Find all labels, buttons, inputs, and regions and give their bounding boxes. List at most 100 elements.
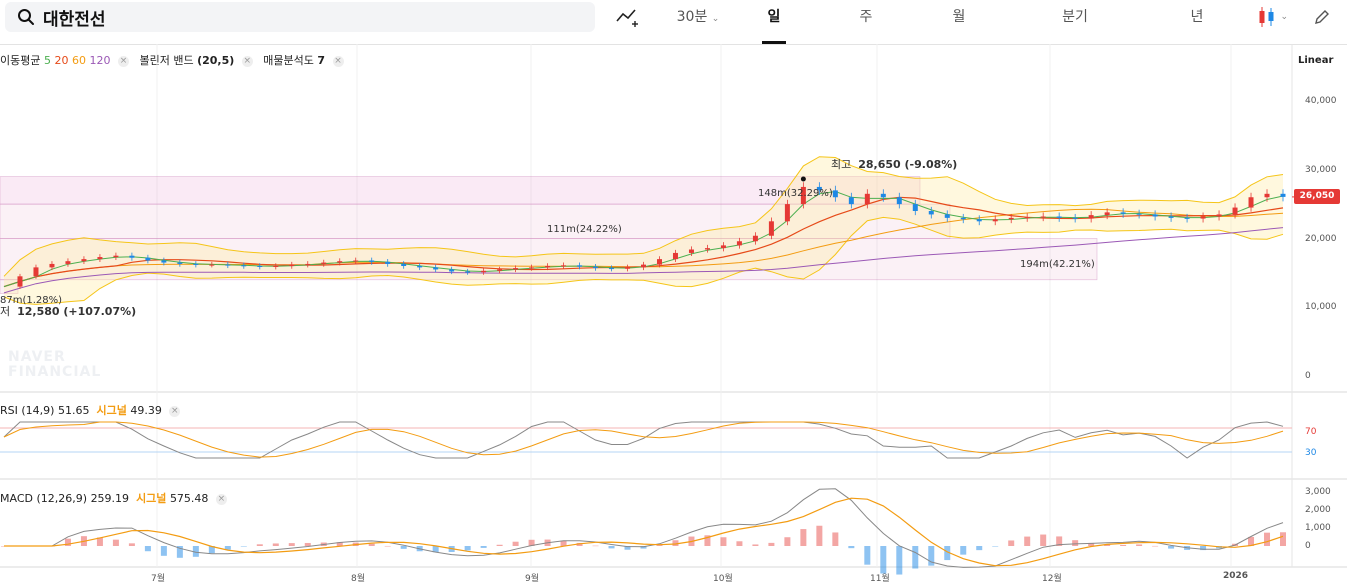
rsi-label: RSI <box>0 404 18 417</box>
candle-body <box>1072 217 1078 219</box>
macd-histogram-bar <box>1152 545 1159 547</box>
ma120-period: 120 <box>89 54 111 67</box>
tab-month[interactable]: 월 <box>952 9 966 25</box>
candle-body <box>81 259 87 262</box>
macd-signal-label: 시그널 <box>136 492 167 505</box>
tab-year[interactable]: 년 <box>1190 9 1204 25</box>
candle-body <box>1184 217 1190 219</box>
candle-body <box>656 259 662 265</box>
tab-week[interactable]: 주 <box>859 9 873 25</box>
macd-histogram-bar <box>576 542 583 546</box>
macd-histogram-bar <box>704 535 711 546</box>
search-box[interactable] <box>5 2 595 32</box>
candle-body <box>481 270 487 273</box>
x-tick: 11월 <box>870 574 890 584</box>
macd-histogram-bar <box>944 546 951 561</box>
macd-signal-line <box>4 497 1284 567</box>
toolbar: 30분 ⌄ 일 주 월 분기 년 ⌄ <box>0 0 1347 45</box>
candle-body <box>433 267 439 270</box>
remove-volume-profile-icon[interactable]: × <box>332 55 344 67</box>
volume-profile-bar <box>0 203 951 239</box>
macd-histogram-bar <box>512 541 519 546</box>
scale-mode-button[interactable]: Linear <box>1298 55 1334 66</box>
bollinger-params: (20,5) <box>197 54 235 67</box>
candle-body <box>305 263 311 265</box>
price-tick: 20,000 <box>1305 234 1337 244</box>
candle-body <box>1024 217 1030 219</box>
macd-histogram-bar <box>640 546 647 549</box>
candle-body <box>992 219 998 222</box>
x-tick: 12월 <box>1042 574 1062 584</box>
candle-body <box>289 264 295 266</box>
macd-histogram-bar <box>672 540 679 546</box>
macd-histogram-bar <box>1136 544 1143 546</box>
chart-type-select[interactable]: ⌄ <box>1252 0 1294 34</box>
macd-histogram-bar <box>208 546 215 554</box>
remove-rsi-icon[interactable]: × <box>169 405 181 417</box>
volume-profile-label-111: 111m(24.22%) <box>547 224 622 235</box>
macd-value: 259.19 <box>90 492 130 505</box>
trend-line-icon <box>616 9 638 27</box>
tab-quarter[interactable]: 분기 <box>1062 9 1088 25</box>
candle-body <box>848 197 854 205</box>
candle-body <box>1264 193 1270 198</box>
x-tick: 10월 <box>713 574 733 584</box>
search-icon <box>18 9 34 25</box>
macd-tick: 3,000 <box>1305 487 1331 497</box>
macd-histogram-bar <box>992 546 999 547</box>
volume-profile-label-194: 194m(42.21%) <box>1020 259 1095 270</box>
macd-histogram-bar <box>160 546 167 556</box>
interval-label: 30분 <box>676 9 708 25</box>
candle-body <box>385 261 391 264</box>
chart-draw-button[interactable] <box>612 0 644 34</box>
macd-histogram-bar <box>912 546 919 569</box>
candle-body <box>33 267 39 277</box>
price-chart[interactable] <box>0 44 1347 581</box>
candle-body <box>49 263 55 268</box>
candlestick-icon <box>1259 7 1274 27</box>
search-input[interactable] <box>43 6 563 28</box>
remove-ma-icon[interactable]: × <box>117 55 129 67</box>
candle-body <box>593 266 599 269</box>
candle-body <box>1008 217 1014 220</box>
macd-histogram-bar <box>752 544 759 546</box>
candle-body <box>1104 212 1110 216</box>
candle-body <box>800 186 806 205</box>
candle-body <box>672 252 678 260</box>
ma120-line <box>3 227 1284 294</box>
candle-body <box>1280 193 1286 197</box>
macd-histogram-bar <box>384 545 391 547</box>
candle-body <box>17 276 23 287</box>
candle-body <box>1040 216 1046 218</box>
candle-body <box>1120 212 1126 214</box>
remove-bollinger-icon[interactable]: × <box>241 55 253 67</box>
current-price-badge: 26,050 <box>1294 189 1340 204</box>
candle-body <box>896 197 902 205</box>
candle-body <box>832 190 838 198</box>
candle-body <box>369 260 375 262</box>
volume-profile-bar <box>0 176 921 205</box>
macd-histogram-bar <box>976 546 983 551</box>
bollinger-lower-line <box>3 216 1284 305</box>
macd-histogram-bar <box>1008 540 1015 546</box>
chevron-down-icon: ⌄ <box>711 14 720 24</box>
candle-body <box>113 255 119 258</box>
bollinger-band-fill <box>4 156 1283 305</box>
candle-body <box>912 204 918 211</box>
edit-button[interactable] <box>1308 0 1336 34</box>
macd-histogram-bar <box>656 545 663 546</box>
tab-day[interactable]: 일 <box>760 0 788 44</box>
macd-histogram-bar <box>304 542 311 546</box>
macd-histogram-bar <box>560 540 567 546</box>
macd-histogram-bar <box>864 546 871 565</box>
candle-body <box>688 249 694 253</box>
candle-body <box>736 241 742 246</box>
macd-histogram-bar <box>224 546 231 550</box>
macd-histogram-bar <box>896 546 903 575</box>
interval-select[interactable]: 30분 ⌄ <box>668 0 728 34</box>
rsi-params: (14,9) <box>21 404 55 417</box>
remove-macd-icon[interactable]: × <box>215 493 227 505</box>
macd-tick: 1,000 <box>1305 523 1331 533</box>
macd-histogram-bar <box>928 546 935 566</box>
macd-histogram-bar <box>592 545 599 547</box>
